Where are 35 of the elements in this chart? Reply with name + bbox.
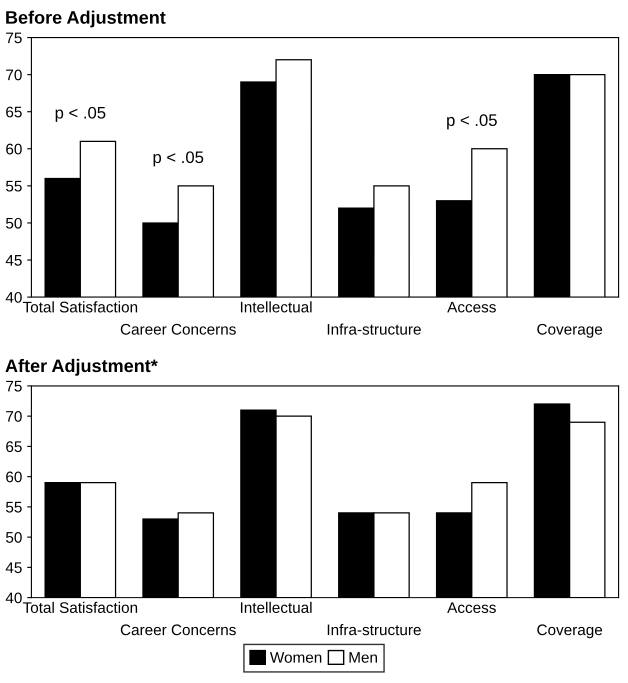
x-tick-label: Career Concerns: [120, 324, 236, 335]
x-tick-label: Intellectual: [240, 301, 312, 312]
y-tick-label: 40: [6, 592, 22, 604]
x-tick-label: Total Satisfaction: [22, 602, 138, 614]
x-tick-label: Total Satisfaction: [22, 301, 138, 312]
x-tick-label: Career Concerns: [120, 624, 236, 636]
y-tick-label: 65: [6, 106, 22, 118]
annotation: p < .05: [56, 106, 106, 122]
y-tick-label: 70: [6, 70, 22, 80]
annotation: p < .05: [447, 114, 497, 130]
y-tick-label: 60: [6, 472, 22, 482]
y-tick-label: 55: [6, 180, 22, 192]
x-tick-label: Coverage: [537, 624, 602, 638]
x-tick-label: Infra-structure: [328, 324, 421, 335]
y-tick-label: 65: [6, 441, 22, 452]
x-tick-label: Coverage: [537, 324, 602, 338]
x-tick-label: Access: [447, 302, 496, 312]
y-tick-label: 50: [6, 218, 22, 229]
y-tick-label: 75: [6, 32, 22, 44]
y-tick-label: 45: [6, 255, 22, 266]
y-tick-label: 55: [6, 502, 22, 513]
y-tick-label: 60: [6, 144, 22, 154]
x-tick-label: Intellectual: [240, 602, 312, 614]
y-tick-label: 40: [6, 292, 22, 303]
x-tick-label: Infra-structure: [328, 624, 421, 636]
y-tick-label: 45: [6, 562, 22, 574]
x-tick-label: Access: [447, 602, 496, 614]
y-tick-label: 50: [6, 532, 22, 543]
y-tick-label: 75: [6, 380, 22, 392]
y-tick-label: 70: [6, 411, 22, 422]
chart-title: Before Adjustment: [6, 10, 166, 28]
legend-label: Women: [270, 652, 322, 663]
annotation: p < .05: [154, 151, 204, 166]
legend-label: Men: [349, 652, 377, 663]
chart-title: After Adjustment*: [5, 358, 158, 376]
